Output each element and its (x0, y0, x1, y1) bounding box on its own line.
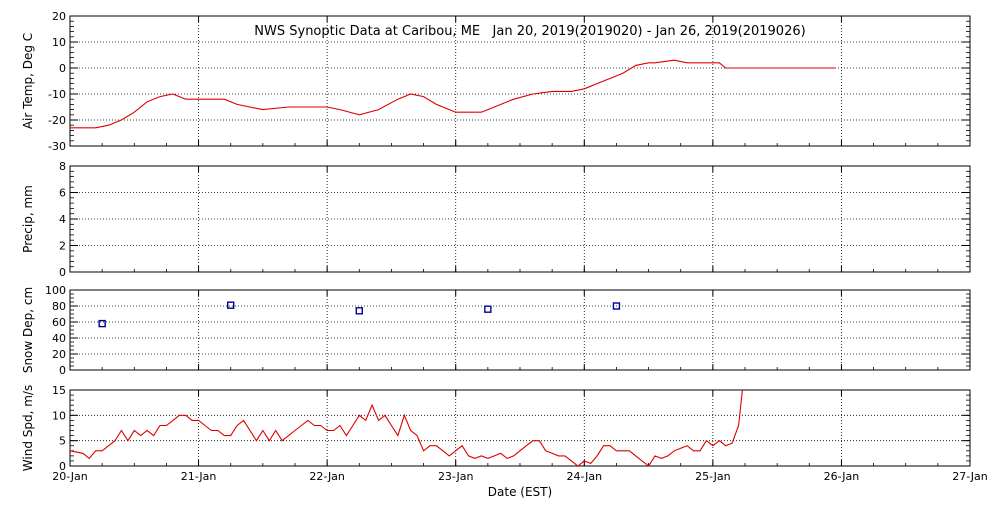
precip-y-axis-label: Precip, mm (21, 185, 35, 253)
wind-series-line (69, 389, 743, 467)
temp-ytick-label: -30 (48, 140, 66, 153)
snow-ytick-label: 20 (52, 348, 66, 361)
x-tick-label: 20-Jan (52, 470, 88, 483)
x-tick-label: 26-Jan (824, 470, 860, 483)
temp-ytick-label: 20 (52, 10, 66, 23)
x-axis-label: Date (EST) (488, 485, 552, 499)
temp-ytick-label: -10 (48, 88, 66, 101)
precip-ytick-label: 6 (59, 187, 66, 200)
x-tick-label: 24-Jan (567, 470, 603, 483)
snow-depth-point (484, 305, 492, 313)
snow-depth-point (227, 301, 235, 309)
snow-ytick-label: 80 (52, 300, 66, 313)
precip-ytick-label: 0 (59, 266, 66, 279)
snow-ytick-label: 100 (45, 284, 66, 297)
snow-panel-frame (69, 289, 971, 371)
wind-ytick-label: 15 (52, 384, 66, 397)
temp-ytick-label: -20 (48, 114, 66, 127)
wind-y-axis-label: Wind Spd, m/s (21, 385, 35, 471)
x-tick-label: 21-Jan (181, 470, 217, 483)
x-tick-label: 23-Jan (438, 470, 474, 483)
temp-y-axis-label: Air Temp, Deg C (21, 33, 35, 129)
snow-depth-point (355, 307, 363, 315)
wind-ytick-label: 10 (52, 409, 66, 422)
wind-ytick-label: 0 (59, 460, 66, 473)
snow-ytick-label: 60 (52, 316, 66, 329)
temp-ytick-label: 10 (52, 36, 66, 49)
snow-depth-point (98, 319, 106, 328)
temp-series-line (70, 59, 835, 129)
wind-panel-frame (69, 389, 971, 467)
wind-ytick-label: 5 (59, 435, 66, 448)
snow-ytick-label: 40 (52, 332, 66, 345)
precip-ytick-label: 8 (59, 160, 66, 173)
snow-ytick-label: 0 (59, 364, 66, 377)
x-tick-label: 25-Jan (695, 470, 731, 483)
precip-ytick-label: 4 (59, 213, 66, 226)
snow-y-axis-label: Snow Dep, cm (21, 287, 35, 373)
x-tick-label: 22-Jan (309, 470, 345, 483)
precip-ytick-label: 2 (59, 240, 66, 253)
temp-ytick-label: 0 (59, 62, 66, 75)
chart-title: NWS Synoptic Data at Caribou, ME Jan 20,… (254, 24, 805, 39)
x-tick-label: 27-Jan (952, 470, 988, 483)
snow-depth-point (612, 302, 621, 310)
